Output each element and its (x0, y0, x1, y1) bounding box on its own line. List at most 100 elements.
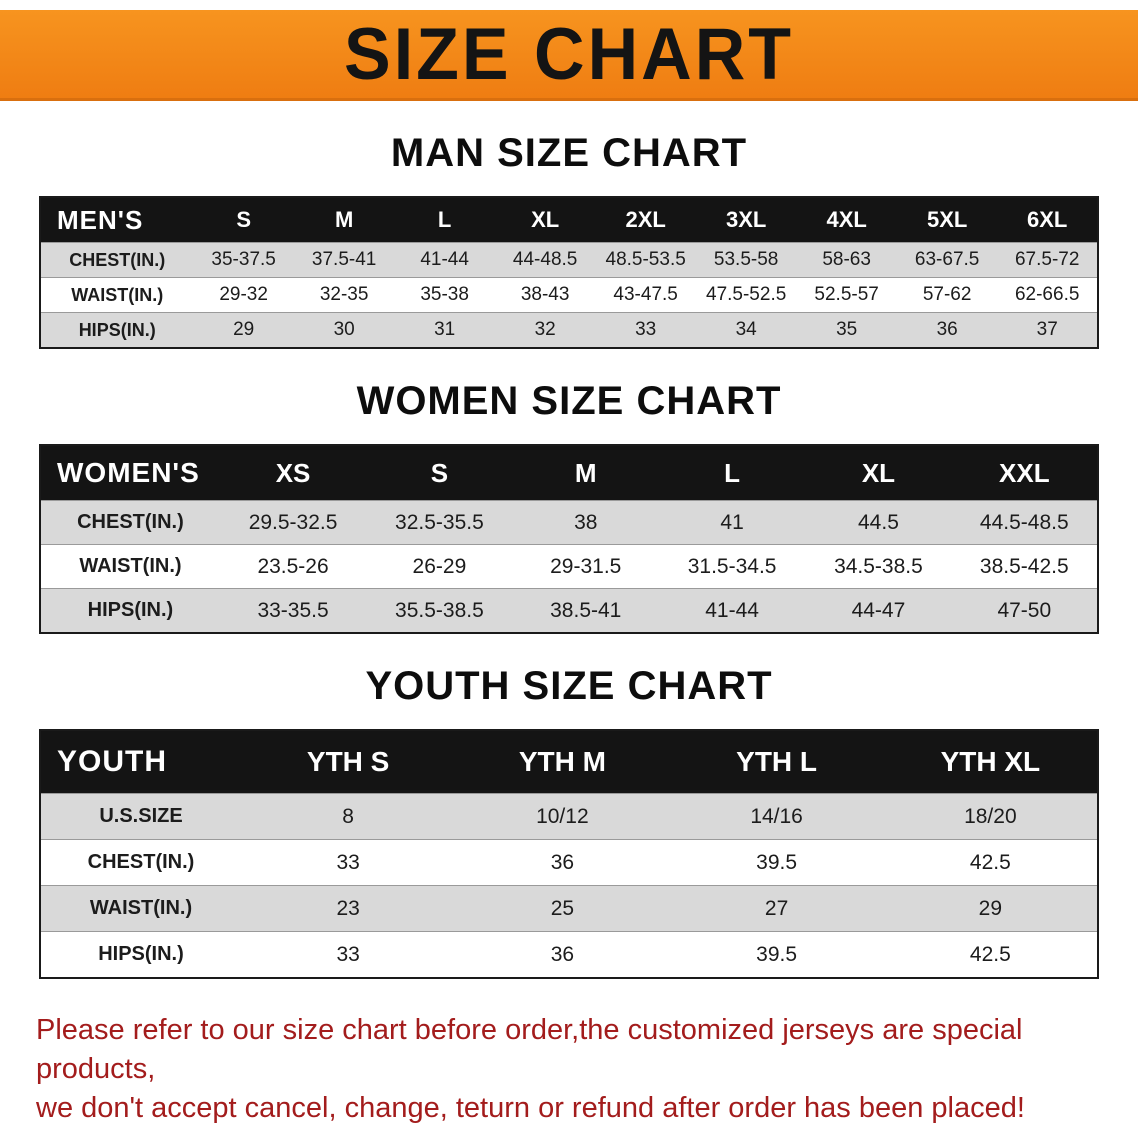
table-cell: 38.5-41 (512, 588, 659, 633)
men-size-table: MEN'S S M L XL 2XL 3XL 4XL 5XL 6XL CHEST… (39, 196, 1099, 349)
table-corner-label: YOUTH (40, 730, 242, 794)
table-cell: 63-67.5 (896, 242, 998, 278)
table-cell: 27 (669, 885, 884, 932)
women-section-heading: WOMEN SIZE CHART (356, 379, 782, 423)
table-cell: 37.5-41 (293, 242, 395, 278)
table-cell: 14/16 (669, 793, 884, 840)
table-cell: 34 (695, 312, 797, 348)
column-header: YTH S (241, 730, 456, 794)
table-header-row: WOMEN'S XS S M L XL XXL (40, 445, 1098, 501)
table-cell: 33 (241, 839, 456, 886)
column-header: L (658, 445, 806, 501)
table-header-row: MEN'S S M L XL 2XL 3XL 4XL 5XL 6XL (40, 197, 1098, 243)
column-header: XL (494, 197, 596, 243)
row-label: WAIST(IN.) (40, 544, 220, 589)
row-label: CHEST(IN.) (40, 500, 220, 545)
column-header: 6XL (997, 197, 1098, 243)
youth-size-table: YOUTH YTH S YTH M YTH L YTH XL U.S.SIZE … (39, 729, 1099, 979)
table-row: HIPS(IN.) 33-35.5 35.5-38.5 38.5-41 41-4… (40, 588, 1098, 633)
table-cell: 8 (241, 793, 456, 840)
table-cell: 44.5-48.5 (951, 500, 1098, 545)
table-cell: 48.5-53.5 (595, 242, 696, 278)
table-cell: 62-66.5 (997, 277, 1098, 313)
row-label: HIPS(IN.) (40, 312, 194, 348)
column-header: XS (219, 445, 367, 501)
table-row: HIPS(IN.) 33 36 39.5 42.5 (40, 931, 1098, 978)
table-cell: 23 (241, 885, 456, 932)
table-cell: 39.5 (669, 839, 884, 886)
column-header: YTH XL (883, 730, 1098, 794)
table-cell: 31 (394, 312, 495, 348)
column-header: L (394, 197, 495, 243)
banner: SIZE CHART (0, 10, 1138, 101)
table-cell: 29 (193, 312, 294, 348)
table-cell: 33 (241, 931, 456, 978)
women-size-table: WOMEN'S XS S M L XL XXL CHEST(IN.) 29.5-… (39, 444, 1099, 634)
column-header: M (293, 197, 395, 243)
table-cell: 25 (455, 885, 670, 932)
table-cell: 26-29 (366, 544, 513, 589)
table-cell: 29.5-32.5 (219, 500, 367, 545)
table-cell: 41-44 (658, 588, 806, 633)
footer-disclaimer: Please refer to our size chart before or… (36, 1011, 1102, 1128)
column-header: 5XL (896, 197, 998, 243)
table-cell: 47-50 (951, 588, 1098, 633)
table-corner-label: MEN'S (40, 197, 194, 243)
table-cell: 32-35 (293, 277, 395, 313)
table-row: CHEST(IN.) 29.5-32.5 32.5-35.5 38 41 44.… (40, 500, 1098, 545)
table-cell: 43-47.5 (595, 277, 696, 313)
footer-disclaimer-line1: Please refer to our size chart before or… (36, 1014, 1023, 1086)
table-cell: 47.5-52.5 (695, 277, 797, 313)
table-row: WAIST(IN.) 23.5-26 26-29 29-31.5 31.5-34… (40, 544, 1098, 589)
table-cell: 36 (455, 839, 670, 886)
column-header: YTH M (455, 730, 670, 794)
table-cell: 29-32 (193, 277, 294, 313)
table-header-row: YOUTH YTH S YTH M YTH L YTH XL (40, 730, 1098, 794)
table-cell: 36 (455, 931, 670, 978)
youth-section-heading: YOUTH SIZE CHART (365, 664, 773, 708)
table-row: WAIST(IN.) 29-32 32-35 35-38 38-43 43-47… (40, 277, 1098, 313)
table-cell: 42.5 (883, 839, 1098, 886)
table-row: U.S.SIZE 8 10/12 14/16 18/20 (40, 793, 1098, 840)
table-corner-label: WOMEN'S (40, 445, 220, 501)
table-cell: 33 (595, 312, 696, 348)
table-cell: 31.5-34.5 (658, 544, 806, 589)
table-cell: 30 (293, 312, 395, 348)
table-cell: 44-48.5 (494, 242, 596, 278)
row-label: CHEST(IN.) (40, 242, 194, 278)
row-label: U.S.SIZE (40, 793, 242, 840)
table-cell: 38.5-42.5 (951, 544, 1098, 589)
table-cell: 52.5-57 (796, 277, 897, 313)
table-row: CHEST(IN.) 35-37.5 37.5-41 41-44 44-48.5… (40, 242, 1098, 278)
table-cell: 41-44 (394, 242, 495, 278)
row-label: HIPS(IN.) (40, 588, 220, 633)
column-header: S (366, 445, 513, 501)
table-cell: 37 (997, 312, 1098, 348)
table-cell: 38 (512, 500, 659, 545)
column-header: 2XL (595, 197, 696, 243)
column-header: S (193, 197, 294, 243)
footer-disclaimer-line2: we don't accept cancel, change, teturn o… (36, 1092, 1025, 1125)
table-cell: 18/20 (883, 793, 1098, 840)
column-header: XXL (951, 445, 1098, 501)
table-cell: 36 (896, 312, 998, 348)
men-section-heading: MAN SIZE CHART (390, 131, 748, 175)
table-cell: 44-47 (805, 588, 952, 633)
column-header: 4XL (796, 197, 897, 243)
table-cell: 32 (494, 312, 596, 348)
table-cell: 38-43 (494, 277, 596, 313)
column-header: YTH L (669, 730, 884, 794)
column-header: M (512, 445, 659, 501)
table-cell: 58-63 (796, 242, 897, 278)
row-label: CHEST(IN.) (40, 839, 242, 886)
table-cell: 39.5 (669, 931, 884, 978)
table-cell: 29 (883, 885, 1098, 932)
table-cell: 35 (796, 312, 897, 348)
table-row: CHEST(IN.) 33 36 39.5 42.5 (40, 839, 1098, 886)
table-cell: 35-37.5 (193, 242, 294, 278)
table-cell: 35-38 (394, 277, 495, 313)
table-cell: 35.5-38.5 (366, 588, 513, 633)
table-cell: 32.5-35.5 (366, 500, 513, 545)
column-header: 3XL (695, 197, 797, 243)
table-cell: 44.5 (805, 500, 952, 545)
